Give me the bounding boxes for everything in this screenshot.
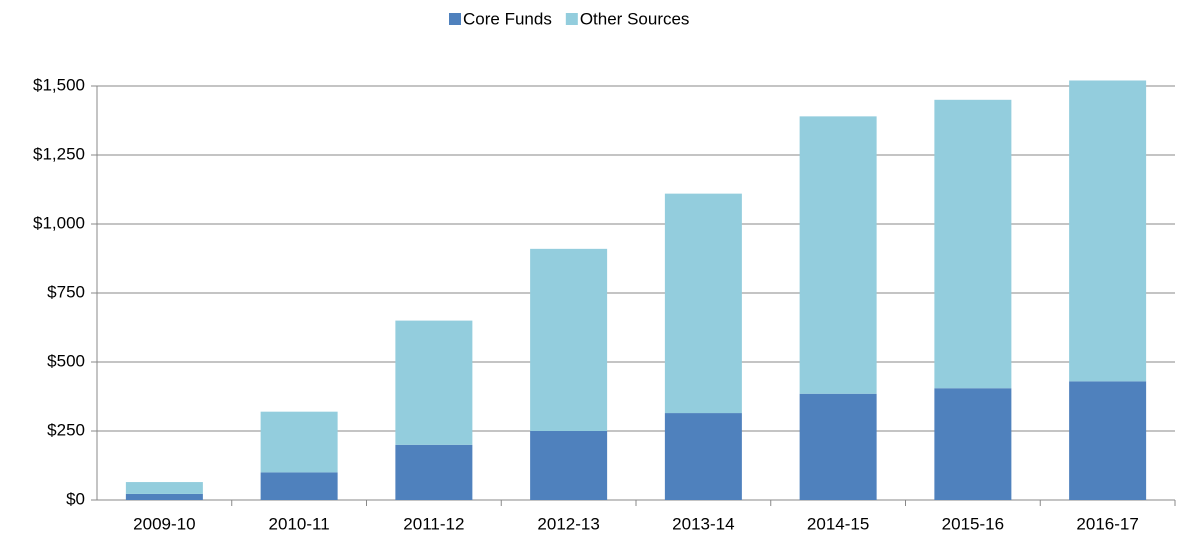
bar-segment: [934, 388, 1012, 500]
x-tick-label: 2010-11: [269, 514, 330, 533]
bar-segment: [1069, 381, 1147, 500]
y-tick-label: $500: [47, 351, 85, 370]
bar-segment: [664, 193, 742, 414]
bar-segment: [125, 493, 203, 500]
bar-segment: [799, 393, 877, 500]
y-tick-label: $1,250: [33, 144, 85, 163]
y-tick-label: $250: [47, 420, 85, 439]
x-tick-label: 2015-16: [942, 514, 1004, 533]
bar-segment: [260, 472, 338, 500]
legend-label: Core Funds: [463, 9, 552, 28]
x-tick-label: 2009-10: [133, 514, 195, 533]
y-tick-label: $0: [66, 489, 85, 508]
legend-swatch: [449, 13, 461, 25]
bar-segment: [530, 248, 608, 431]
x-tick-label: 2011-12: [403, 514, 464, 533]
bar-segment: [1069, 80, 1147, 382]
x-tick-label: 2016-17: [1076, 514, 1138, 533]
y-tick-label: $750: [47, 282, 85, 301]
y-tick-label: $1,500: [33, 75, 85, 94]
bar-segment: [395, 320, 473, 445]
x-tick-label: 2013-14: [672, 514, 734, 533]
bar-segment: [799, 116, 877, 394]
bar-segment: [125, 482, 203, 494]
x-tick-label: 2012-13: [537, 514, 599, 533]
bar-segment: [395, 444, 473, 500]
y-tick-label: $1,000: [33, 213, 85, 232]
bar-segment: [934, 99, 1012, 389]
legend-swatch: [565, 13, 578, 25]
x-tick-label: 2014-15: [807, 514, 869, 533]
bar-segment: [664, 413, 742, 500]
bar-segment: [260, 411, 338, 473]
bar-segment: [530, 431, 608, 500]
legend-label: Other Sources: [580, 9, 690, 28]
